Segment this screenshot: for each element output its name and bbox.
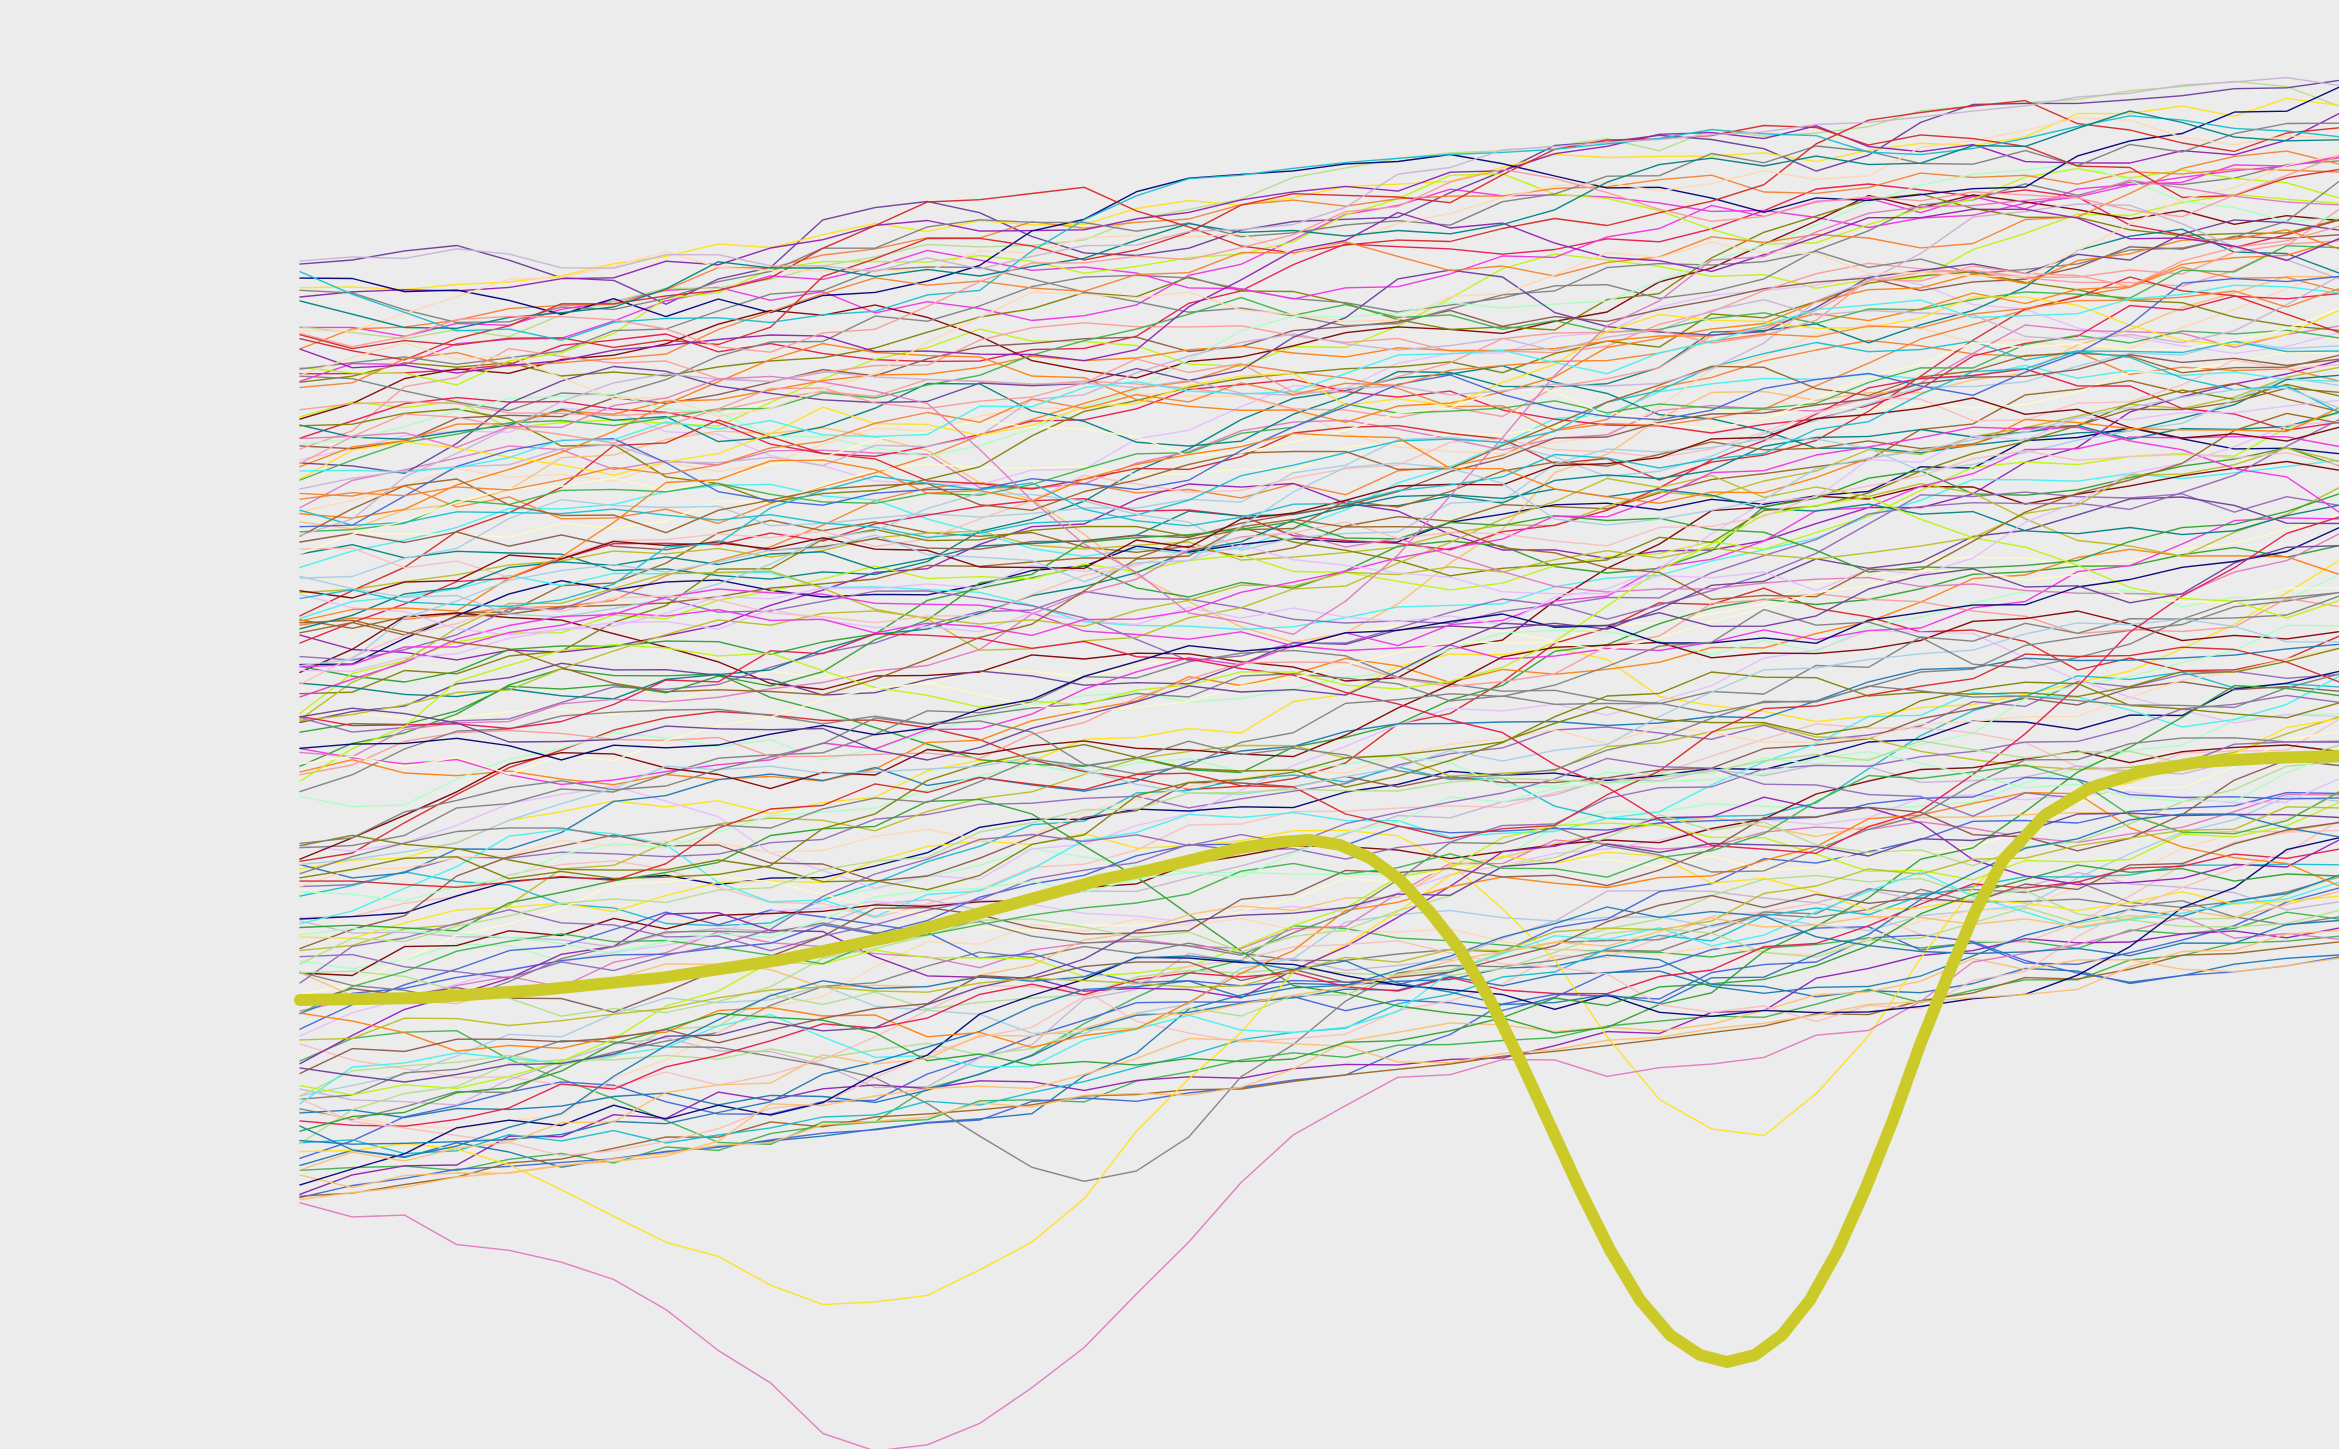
series-line — [300, 936, 2339, 1170]
series-line — [300, 593, 2339, 848]
series-line — [300, 194, 2339, 382]
series-line — [300, 427, 2339, 667]
series-line — [300, 78, 2339, 272]
series-line — [300, 489, 2339, 699]
series-line — [300, 757, 2339, 947]
series-line — [300, 285, 2339, 472]
series-line — [300, 958, 2339, 1187]
series-line — [300, 518, 2339, 785]
series-line — [300, 917, 2339, 1449]
series-line — [300, 366, 2339, 579]
chart-svg — [0, 0, 2339, 1449]
series-line — [300, 760, 2339, 1013]
line-chart — [0, 0, 2339, 1449]
series-line — [300, 437, 2339, 697]
